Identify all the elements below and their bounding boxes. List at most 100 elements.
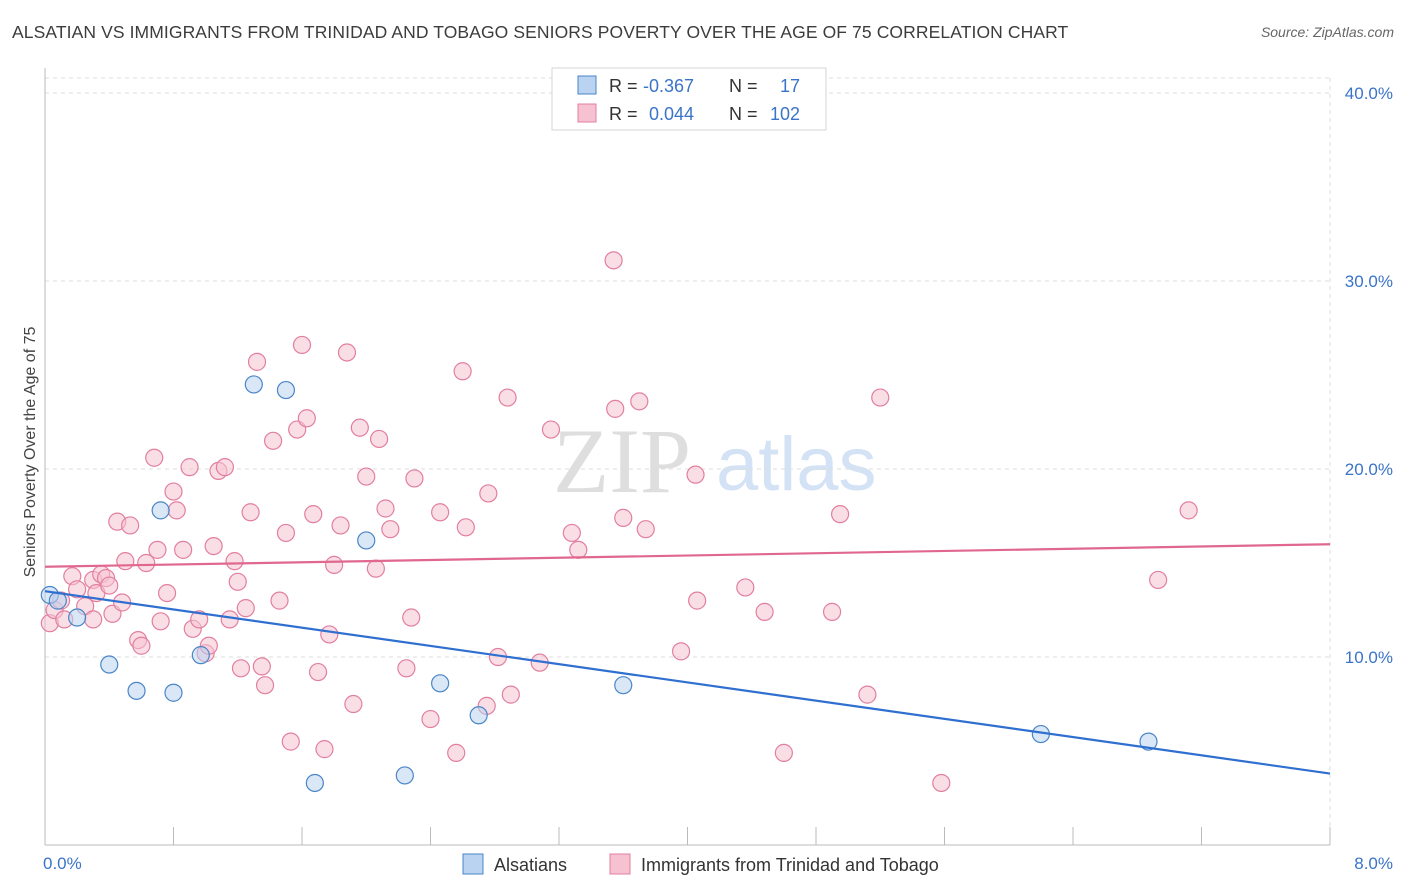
point-immigrants bbox=[344, 694, 363, 714]
point-immigrants bbox=[263, 431, 283, 450]
point-immigrants bbox=[357, 467, 376, 486]
point-immigrants bbox=[292, 335, 312, 355]
point-immigrants bbox=[137, 553, 156, 573]
point-immigrants bbox=[1179, 501, 1198, 520]
point-alsatians bbox=[244, 375, 263, 394]
point-immigrants bbox=[331, 516, 350, 535]
point-immigrants bbox=[204, 536, 223, 556]
point-immigrants bbox=[304, 505, 323, 524]
point-immigrants bbox=[167, 501, 186, 520]
point-alsatians bbox=[164, 683, 183, 702]
point-immigrants bbox=[337, 343, 357, 362]
point-immigrants bbox=[736, 578, 755, 597]
tick-labels: 10.0% 20.0% 30.0% 40.0% 0.0% 8.0% bbox=[43, 84, 1393, 873]
trend-line-immigrants bbox=[44, 543, 1331, 568]
legend-n-label-1: N = bbox=[729, 76, 758, 96]
point-immigrants bbox=[774, 743, 793, 762]
point-alsatians bbox=[191, 646, 210, 665]
legend-r-label-2: R = bbox=[609, 104, 638, 124]
point-immigrants bbox=[381, 520, 400, 539]
point-immigrants bbox=[225, 552, 244, 571]
legend-r-value-2: 0.044 bbox=[649, 104, 694, 124]
point-immigrants bbox=[614, 508, 633, 527]
point-immigrants bbox=[236, 599, 255, 618]
point-alsatians bbox=[127, 681, 146, 700]
point-immigrants bbox=[1149, 570, 1168, 590]
point-immigrants bbox=[453, 362, 472, 381]
point-immigrants bbox=[686, 465, 705, 484]
x-tick-label-max: 8.0% bbox=[1354, 854, 1393, 873]
point-immigrants bbox=[174, 540, 193, 559]
point-immigrants bbox=[241, 503, 260, 522]
point-alsatians bbox=[395, 766, 414, 785]
point-immigrants bbox=[541, 420, 561, 439]
point-immigrants bbox=[562, 523, 581, 543]
point-immigrants bbox=[252, 657, 271, 676]
point-alsatians bbox=[151, 501, 170, 520]
point-immigrants bbox=[190, 610, 209, 629]
point-immigrants bbox=[871, 388, 890, 407]
point-immigrants bbox=[479, 484, 498, 503]
axes bbox=[44, 68, 1331, 846]
series-immigrants-points bbox=[40, 251, 1198, 793]
point-immigrants bbox=[376, 499, 395, 518]
point-alsatians bbox=[614, 676, 633, 695]
point-immigrants bbox=[132, 636, 151, 655]
point-immigrants bbox=[148, 540, 167, 559]
point-immigrants bbox=[320, 625, 339, 644]
point-immigrants bbox=[270, 591, 289, 610]
point-immigrants bbox=[498, 388, 517, 407]
point-immigrants bbox=[405, 469, 424, 488]
point-immigrants bbox=[220, 610, 239, 629]
point-alsatians bbox=[1139, 732, 1158, 751]
trend-line-alsatians bbox=[44, 590, 1331, 775]
y-tick-label: 40.0% bbox=[1345, 84, 1393, 103]
point-immigrants bbox=[276, 523, 296, 543]
point-immigrants bbox=[830, 505, 850, 524]
point-immigrants bbox=[121, 516, 140, 535]
point-immigrants bbox=[456, 518, 475, 537]
point-immigrants bbox=[630, 392, 649, 411]
point-immigrants bbox=[68, 580, 87, 599]
point-alsatians bbox=[357, 531, 376, 550]
point-immigrants bbox=[228, 572, 247, 591]
point-immigrants bbox=[350, 418, 369, 437]
point-immigrants bbox=[308, 662, 328, 682]
point-immigrants bbox=[402, 608, 421, 627]
point-immigrants bbox=[858, 685, 877, 704]
point-immigrants bbox=[370, 429, 389, 449]
point-immigrants bbox=[501, 685, 520, 704]
point-alsatians bbox=[305, 773, 324, 793]
point-alsatians bbox=[469, 706, 488, 725]
point-immigrants bbox=[164, 482, 183, 501]
point-immigrants bbox=[431, 503, 450, 522]
point-alsatians bbox=[100, 655, 119, 674]
point-immigrants bbox=[755, 602, 774, 621]
bottom-legend-alsatians: Alsatians bbox=[494, 855, 567, 875]
legend-swatch-blue bbox=[577, 75, 597, 95]
watermark-atlas: atlas bbox=[716, 422, 877, 507]
legend-n-value-2: 102 bbox=[770, 104, 800, 124]
y-tick-label: 20.0% bbox=[1345, 460, 1393, 479]
chart-title: ALSATIAN VS IMMIGRANTS FROM TRINIDAD AND… bbox=[12, 22, 1069, 42]
point-immigrants bbox=[215, 458, 234, 477]
y-tick-label: 30.0% bbox=[1345, 272, 1393, 291]
bottom-legend-swatch-alsatians bbox=[462, 853, 484, 875]
legend-n-value-1: 17 bbox=[780, 76, 800, 96]
y-tick-label: 10.0% bbox=[1345, 648, 1393, 667]
point-immigrants bbox=[569, 540, 588, 559]
point-immigrants bbox=[447, 743, 466, 762]
point-immigrants bbox=[636, 520, 655, 539]
legend-r-value-1: -0.367 bbox=[643, 76, 694, 96]
point-immigrants bbox=[247, 352, 267, 371]
point-immigrants bbox=[84, 610, 103, 629]
bottom-legend-swatch-immigrants bbox=[609, 853, 631, 875]
point-immigrants bbox=[116, 552, 135, 571]
source-credit: Source: ZipAtlas.com bbox=[1260, 24, 1394, 40]
point-immigrants bbox=[180, 458, 199, 477]
point-immigrants bbox=[688, 591, 707, 610]
watermark-zip: ZIP bbox=[553, 410, 691, 512]
point-immigrants bbox=[255, 676, 275, 695]
point-immigrants bbox=[822, 602, 842, 621]
correlation-legend: R = -0.367 N = 17 R = 0.044 N = 102 bbox=[551, 67, 827, 131]
